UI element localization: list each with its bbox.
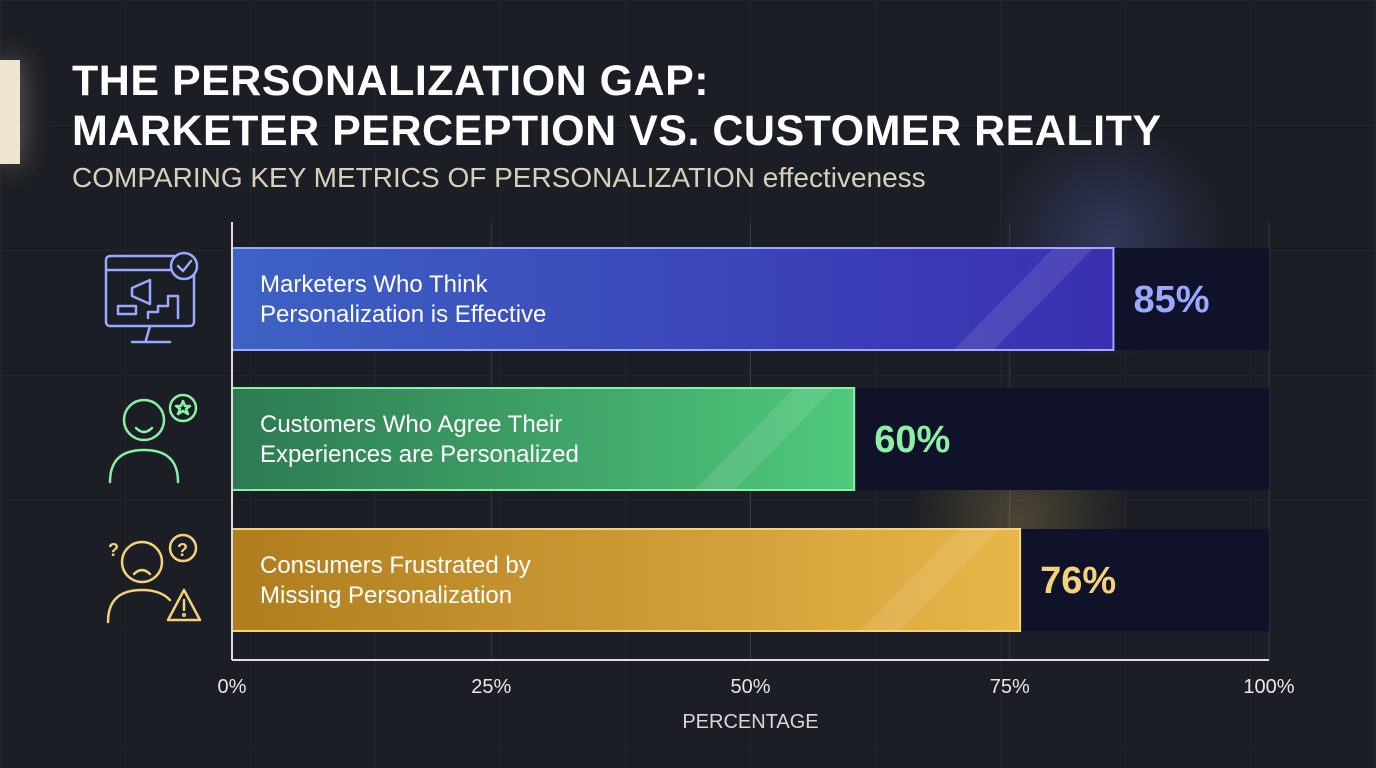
question-mark: ? xyxy=(177,540,188,560)
monitor-megaphone-check-icon xyxy=(104,251,199,344)
line xyxy=(144,324,152,342)
x-tick-label: 50% xyxy=(730,676,770,698)
x-tick-label: 25% xyxy=(471,676,511,698)
bar-category-label: Personalization is Effective xyxy=(260,301,546,328)
frown xyxy=(132,568,152,576)
title-line-2: MARKETER PERCEPTION VS. CUSTOMER REALITY xyxy=(72,107,1162,155)
bar-category-label: Marketers Who Think xyxy=(260,271,489,298)
bar-value-label: 76% xyxy=(1040,560,1116,602)
smile xyxy=(134,426,154,434)
warning-triangle xyxy=(166,588,202,622)
x-axis-label: PERCENTAGE xyxy=(682,711,818,733)
bar xyxy=(231,247,1115,351)
bar-gloss xyxy=(860,529,1001,631)
bar-category-label: Missing Personalization xyxy=(260,582,512,609)
bar-gloss xyxy=(694,388,835,490)
check-circle xyxy=(169,251,199,281)
smiling-person-star-icon xyxy=(108,393,198,484)
bar-value-label: 85% xyxy=(1133,279,1209,321)
title-line-1: THE PERSONALIZATION GAP: xyxy=(72,57,710,105)
shoulders xyxy=(108,448,180,484)
bar-value-label: 60% xyxy=(874,419,950,461)
question-mark: ? xyxy=(108,540,119,560)
frustrated-person-warning-icon: ?? xyxy=(106,533,202,624)
shoulders xyxy=(106,588,172,624)
megaphone xyxy=(130,278,152,306)
bar-category-label: Consumers Frustrated by xyxy=(260,552,531,579)
dot xyxy=(181,612,187,618)
bar-category-label: Customers Who Agree Their xyxy=(260,411,562,438)
star xyxy=(174,399,192,416)
bar-category-label: Experiences are Personalized xyxy=(260,441,579,468)
x-tick-label: 100% xyxy=(1243,676,1294,698)
chart-title: THE PERSONALIZATION GAP: MARKETER PERCEP… xyxy=(72,56,1162,156)
x-tick-label: 0% xyxy=(218,676,247,698)
bar-gloss xyxy=(953,248,1094,350)
check xyxy=(176,259,193,273)
bar xyxy=(231,528,1022,632)
speech-bubble xyxy=(168,533,198,563)
head xyxy=(120,540,164,584)
bars xyxy=(146,294,180,320)
bar xyxy=(231,387,856,491)
speech-bubble xyxy=(168,393,198,423)
chart-subtitle: COMPARING KEY METRICS OF PERSONALIZATION… xyxy=(72,162,926,193)
head xyxy=(122,398,166,442)
button-shape xyxy=(116,304,138,316)
x-tick-label: 75% xyxy=(990,676,1030,698)
accent-bar xyxy=(0,60,20,164)
